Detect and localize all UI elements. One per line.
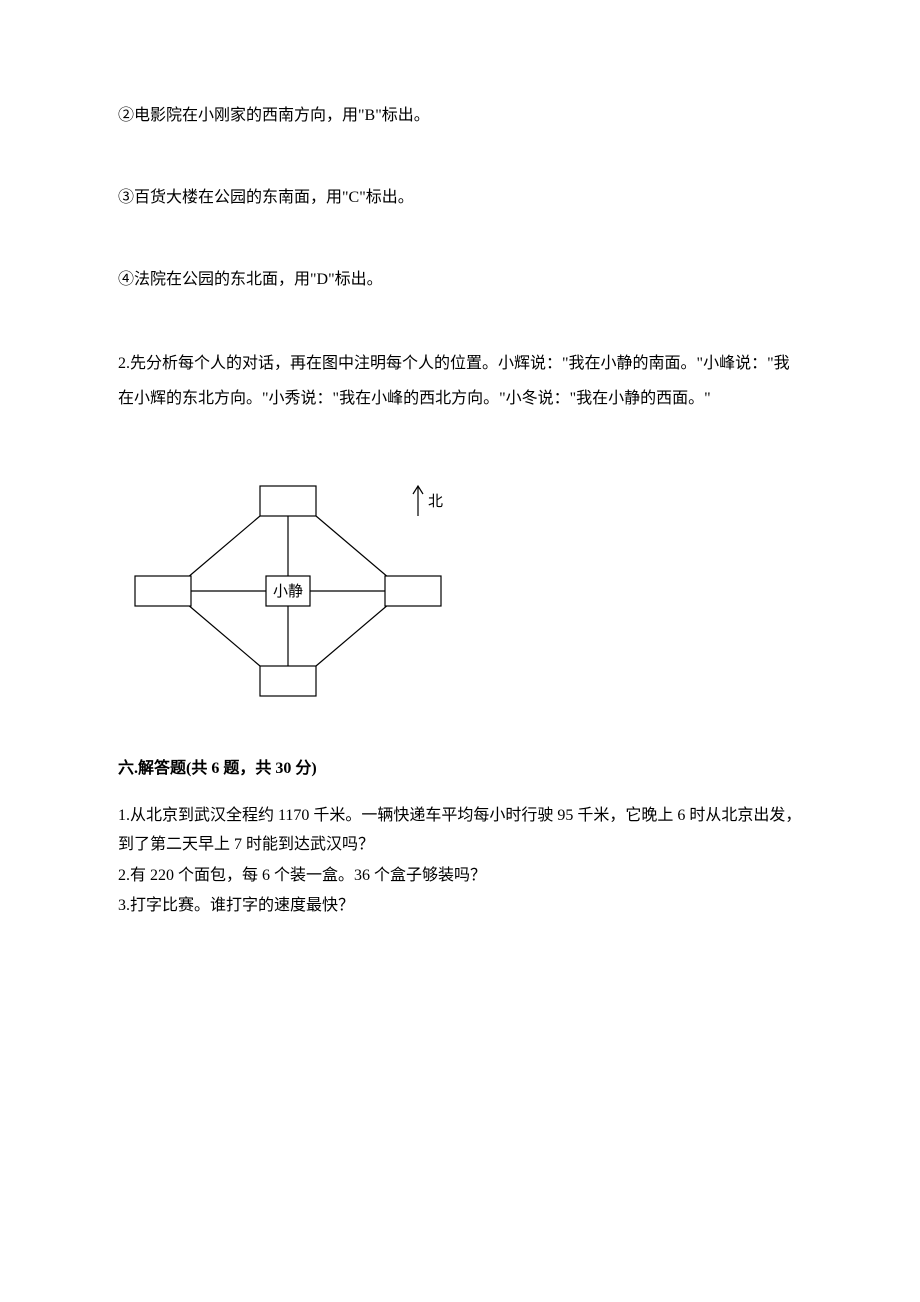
question-2-text: 2.先分析每个人的对话，再在图中注明每个人的位置。小辉说："我在小静的南面。"小…: [118, 346, 802, 416]
position-diagram: 小静 北: [118, 456, 478, 716]
section-6-header: 六.解答题(共 6 题，共 30 分): [118, 756, 802, 782]
item-2-text: ②电影院在小刚家的西南方向，用"B"标出。: [118, 100, 802, 132]
page-container: ②电影院在小刚家的西南方向，用"B"标出。 ③百货大楼在公园的东南面，用"C"标…: [0, 0, 920, 1302]
svg-text:小静: 小静: [273, 583, 303, 600]
svg-text:北: 北: [428, 493, 443, 510]
section-6-q1: 1.从北京到武汉全程约 1170 千米。一辆快递车平均每小时行驶 95 千米，它…: [118, 802, 802, 860]
item-4-text: ④法院在公园的东北面，用"D"标出。: [118, 264, 802, 296]
section-6-q2: 2.有 220 个面包，每 6 个装一盒。36 个盒子够装吗？: [118, 862, 802, 891]
diagram-container: 小静 北: [118, 456, 802, 716]
section-6-q3: 3.打字比赛。谁打字的速度最快？: [118, 892, 802, 921]
item-3-text: ③百货大楼在公园的东南面，用"C"标出。: [118, 182, 802, 214]
